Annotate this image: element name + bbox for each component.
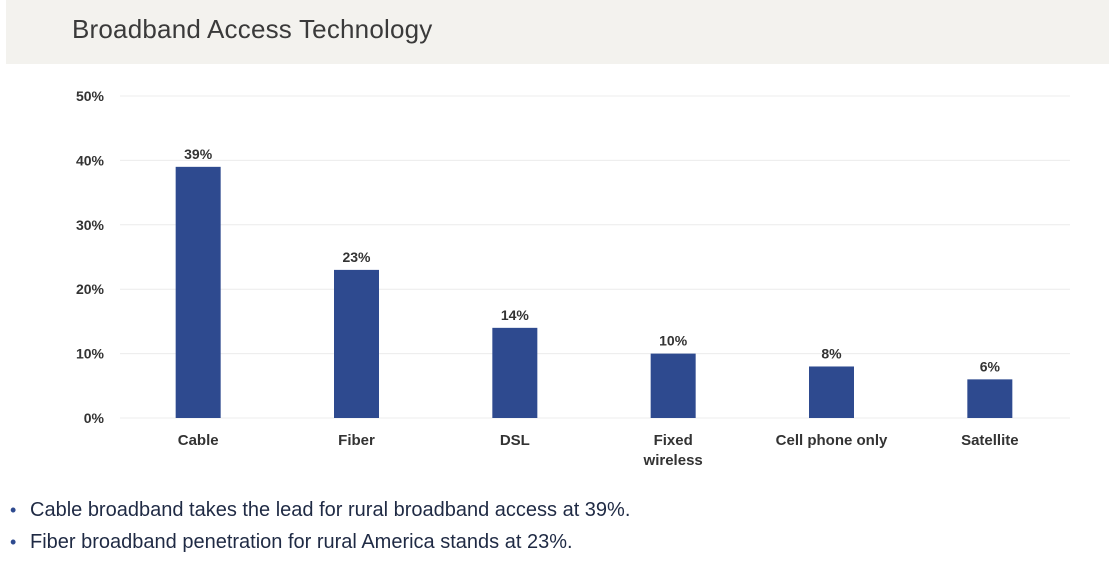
bar-value-label: 10%: [659, 333, 688, 349]
bullet-icon: •: [10, 500, 17, 520]
bar: [967, 379, 1013, 418]
bullet-icon: •: [10, 532, 17, 552]
bar: [334, 269, 379, 418]
x-tick-label: wireless: [643, 452, 703, 469]
bar-chart: 0% 10% 20% 30% 40% 50% 39% Cable 23% Fiber 14% DSL 1…: [76, 88, 1070, 469]
y-tick-label: 30%: [76, 217, 105, 233]
bar: [492, 327, 538, 418]
x-tick-label: DSL: [500, 432, 530, 449]
y-tick-label: 0%: [84, 410, 105, 426]
bar: [650, 353, 696, 418]
y-tick-label: 20%: [76, 281, 105, 297]
bar-value-label: 39%: [184, 146, 213, 162]
bar-value-label: 6%: [980, 358, 1001, 374]
chart-header: Broadband Access Technology: [6, 0, 1109, 64]
x-tick-label: Cable: [178, 432, 219, 449]
x-tick-label: Fiber: [338, 432, 375, 449]
bar-value-label: 14%: [501, 307, 530, 323]
notes-list: • Cable broadband takes the lead for rur…: [10, 494, 630, 558]
chart-title: Broadband Access Technology: [72, 14, 433, 44]
note-item: • Cable broadband takes the lead for rur…: [10, 494, 630, 526]
bar: [175, 166, 221, 418]
note-item: • Fiber broadband penetration for rural …: [10, 526, 630, 558]
note-text: Cable broadband takes the lead for rural…: [30, 499, 631, 521]
y-tick-label: 50%: [76, 88, 105, 104]
x-tick-label: Fixed: [654, 432, 693, 449]
bar-value-label: 23%: [342, 249, 371, 265]
y-tick-label: 10%: [76, 346, 105, 362]
x-tick-label: Satellite: [961, 432, 1019, 449]
bar: [809, 366, 854, 418]
bar-value-label: 8%: [821, 345, 842, 361]
x-tick-label: Cell phone only: [776, 432, 888, 449]
y-tick-label: 40%: [76, 152, 105, 168]
note-text: Fiber broadband penetration for rural Am…: [30, 531, 573, 553]
